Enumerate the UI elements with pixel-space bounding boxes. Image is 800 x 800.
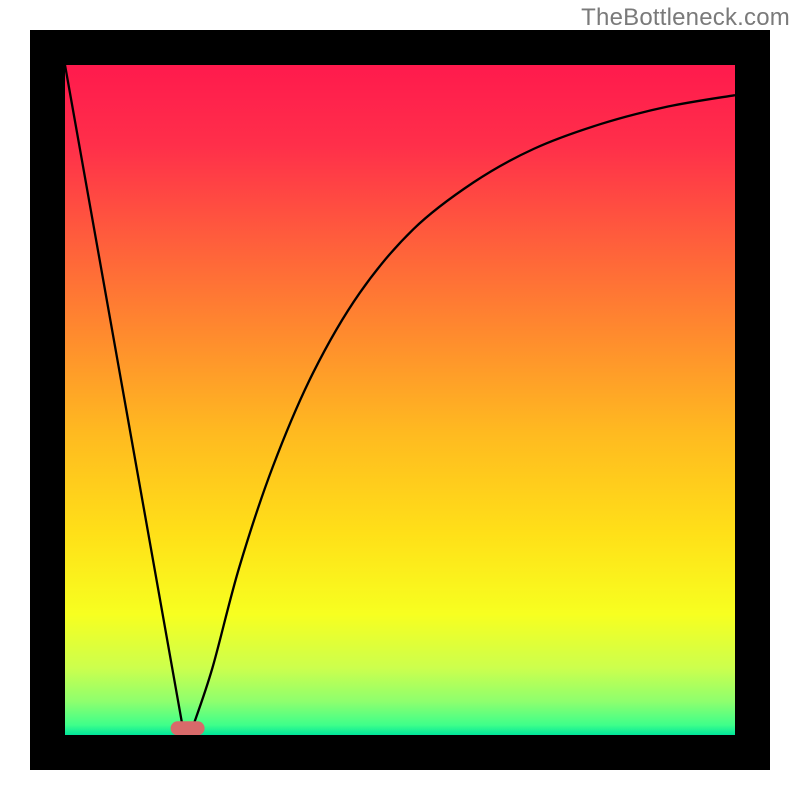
chart-svg [0,0,800,800]
chart-root: TheBottleneck.com [0,0,800,800]
watermark-text: TheBottleneck.com [581,4,790,32]
optimum-marker [171,721,205,735]
